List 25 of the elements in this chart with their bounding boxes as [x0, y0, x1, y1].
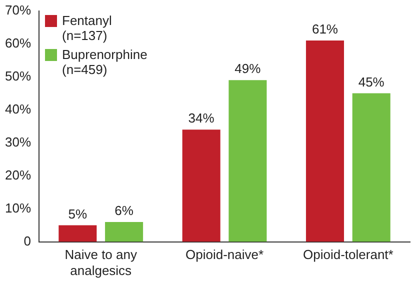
bar: [182, 130, 220, 242]
data-label: 34%: [188, 110, 215, 126]
x-tick-label: Opioid-naive*: [185, 247, 264, 262]
bar: [105, 222, 144, 242]
data-label: 6%: [114, 203, 134, 218]
data-label: 5%: [68, 206, 88, 222]
y-tick-label: 60%: [4, 35, 32, 50]
legend-label: Fentanyl (n=137): [62, 12, 113, 43]
bar: [228, 80, 267, 242]
bar: [306, 40, 344, 242]
data-label: 61%: [312, 22, 338, 37]
y-tick-label: 20%: [4, 167, 32, 182]
bar: [352, 93, 390, 242]
y-tick-label: 0: [24, 233, 32, 248]
legend-label: Buprenorphine (n=459): [62, 46, 148, 77]
y-tick-label: 50%: [4, 68, 32, 84]
data-label: 45%: [358, 74, 385, 90]
x-tick-label: Opioid-tolerant*: [303, 247, 394, 262]
y-tick-label: 30%: [4, 134, 32, 150]
bar: [58, 225, 97, 242]
x-tick-label: Naive to any analgesics: [64, 247, 138, 278]
y-tick-label: 40%: [4, 101, 32, 116]
data-label: 49%: [234, 61, 262, 76]
y-tick-label: 10%: [4, 200, 32, 216]
y-tick-label: 70%: [4, 2, 32, 18]
